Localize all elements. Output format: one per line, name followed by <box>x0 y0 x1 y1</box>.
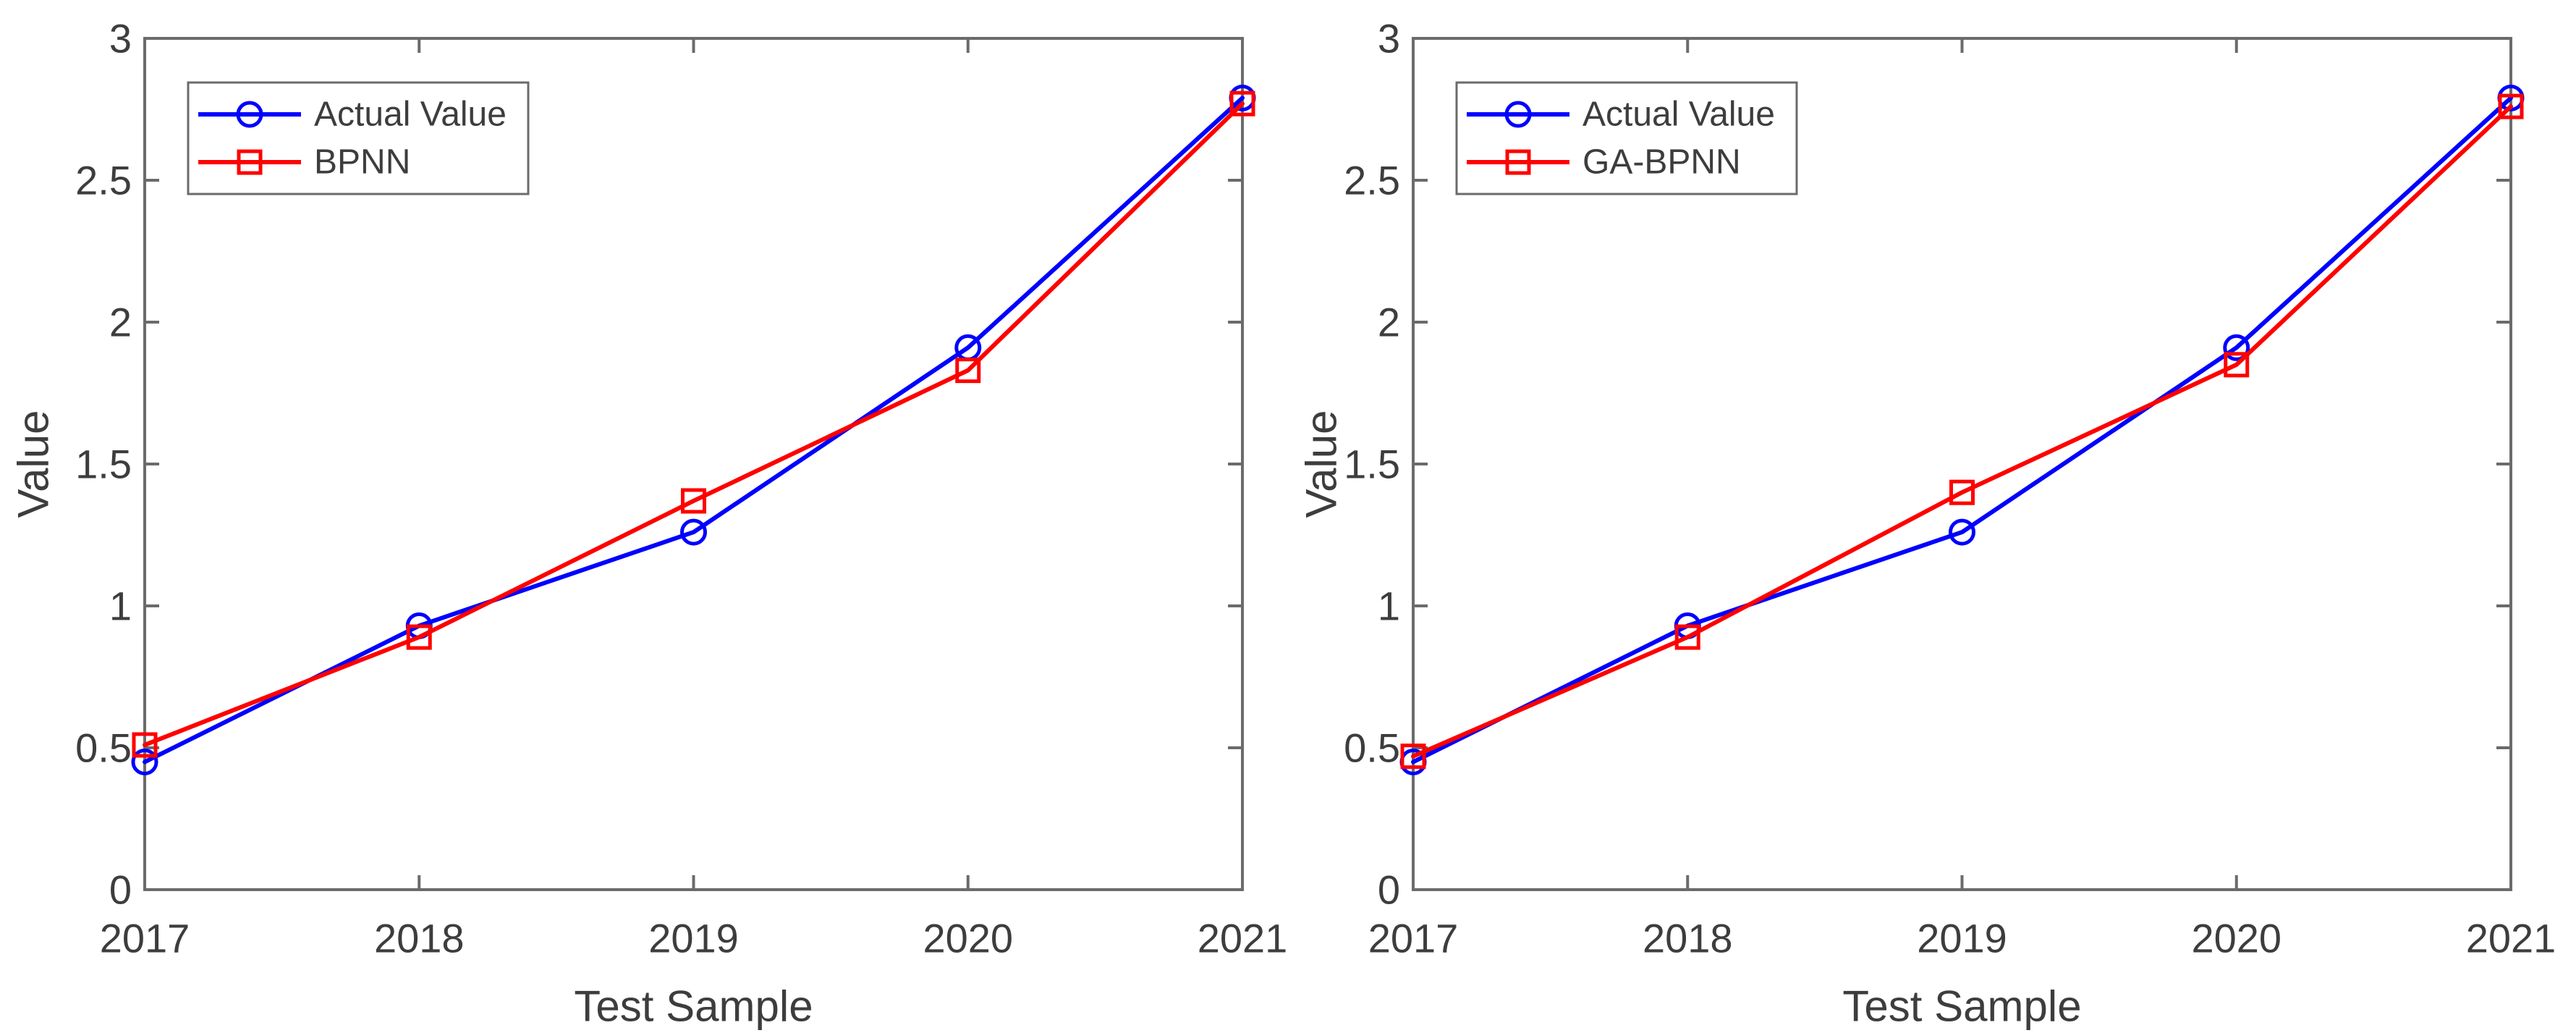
x-tick-label: 2020 <box>923 916 1013 961</box>
x-tick-label: 2017 <box>1368 916 1459 961</box>
x-tick-label: 2018 <box>1643 916 1733 961</box>
circle-marker-actual-value <box>680 518 707 546</box>
y-tick-label: 1.5 <box>1344 442 1400 487</box>
legend-circle-marker <box>1504 101 1532 128</box>
square-marker-ga-bpnn <box>1674 624 1700 650</box>
x-tick-label: 2019 <box>648 916 739 961</box>
series-line-actual-value <box>1411 96 2513 764</box>
chart-ga-bpnn-svg: 0 0.5 1 1.5 2 2.5 3 2017 2018 2019 2020 2021 Test Sa… <box>1297 16 2556 1031</box>
y-tick-label: 0.5 <box>1344 725 1400 771</box>
square-marker-ga-bpnn <box>1400 743 1426 770</box>
y-tick-label: 1 <box>1378 583 1400 629</box>
square-marker-ga-bpnn <box>1949 479 1975 505</box>
square-marker-ga-bpnn <box>2224 352 2250 378</box>
y-axis-label: Value <box>1297 410 1346 518</box>
legend-entry-label: Actual Value <box>314 96 507 134</box>
legend-square-marker <box>237 149 263 175</box>
legend-box <box>187 81 530 195</box>
legend-box <box>1455 81 1798 195</box>
x-tick-label: 2019 <box>1917 916 2007 961</box>
square-marker-bpnn <box>955 358 981 384</box>
x-tick-label: 2017 <box>100 916 190 961</box>
chart-ga-bpnn-vs-actual: 0 0.5 1 1.5 2 2.5 3 2017 2018 2019 2020 2021 Test Sa… <box>1288 0 2576 1033</box>
y-tick-label: 0 <box>109 867 132 913</box>
y-tick-label: 3 <box>109 16 132 62</box>
circle-marker-actual-value <box>2223 334 2250 361</box>
x-tick-label: 2021 <box>1198 916 1288 961</box>
legend-entry-label: Actual Value <box>1583 96 1775 134</box>
y-axis-label: Value <box>9 410 58 518</box>
x-tick-label: 2021 <box>2466 916 2556 961</box>
legend-circle-marker <box>236 101 263 128</box>
y-tick-label: 1.5 <box>75 442 132 487</box>
y-tick-label: 3 <box>1378 16 1400 62</box>
x-tick-label: 2018 <box>374 916 465 961</box>
x-axis-label: Test Sample <box>574 982 813 1031</box>
y-tick-label: 0.5 <box>75 725 132 771</box>
legend-square-marker <box>1505 149 1531 175</box>
circle-marker-actual-value <box>1949 518 1975 546</box>
series-line-actual-value <box>143 96 1245 764</box>
x-tick-label: 2020 <box>2191 916 2281 961</box>
circle-marker-actual-value <box>131 749 158 776</box>
legend-entry-label: BPNN <box>314 143 410 182</box>
y-tick-label: 0 <box>1378 867 1400 913</box>
y-tick-label: 2.5 <box>75 158 132 203</box>
y-tick-label: 1 <box>109 583 132 629</box>
chart-bpnn-svg: 0 0.5 1 1.5 2 2.5 3 2017 2018 2019 2020 2021 Test Sa… <box>9 16 1288 1031</box>
square-marker-bpnn <box>1229 90 1255 117</box>
x-axis-label: Test Sample <box>1842 982 2081 1031</box>
y-tick-label: 2 <box>1378 300 1400 345</box>
y-tick-label: 2 <box>109 300 132 345</box>
square-marker-bpnn <box>681 488 706 514</box>
square-marker-bpnn <box>132 732 158 758</box>
y-tick-label: 2.5 <box>1344 158 1400 203</box>
square-marker-ga-bpnn <box>2498 93 2524 119</box>
series-line-bpnn <box>143 101 1245 748</box>
legend-entry-label: GA-BPNN <box>1583 143 1741 182</box>
chart-bpnn-vs-actual: 0 0.5 1 1.5 2 2.5 3 2017 2018 2019 2020 2021 Test Sa… <box>9 16 1288 1031</box>
square-marker-bpnn <box>406 624 432 650</box>
series-line-ga-bpnn <box>1411 104 2513 759</box>
